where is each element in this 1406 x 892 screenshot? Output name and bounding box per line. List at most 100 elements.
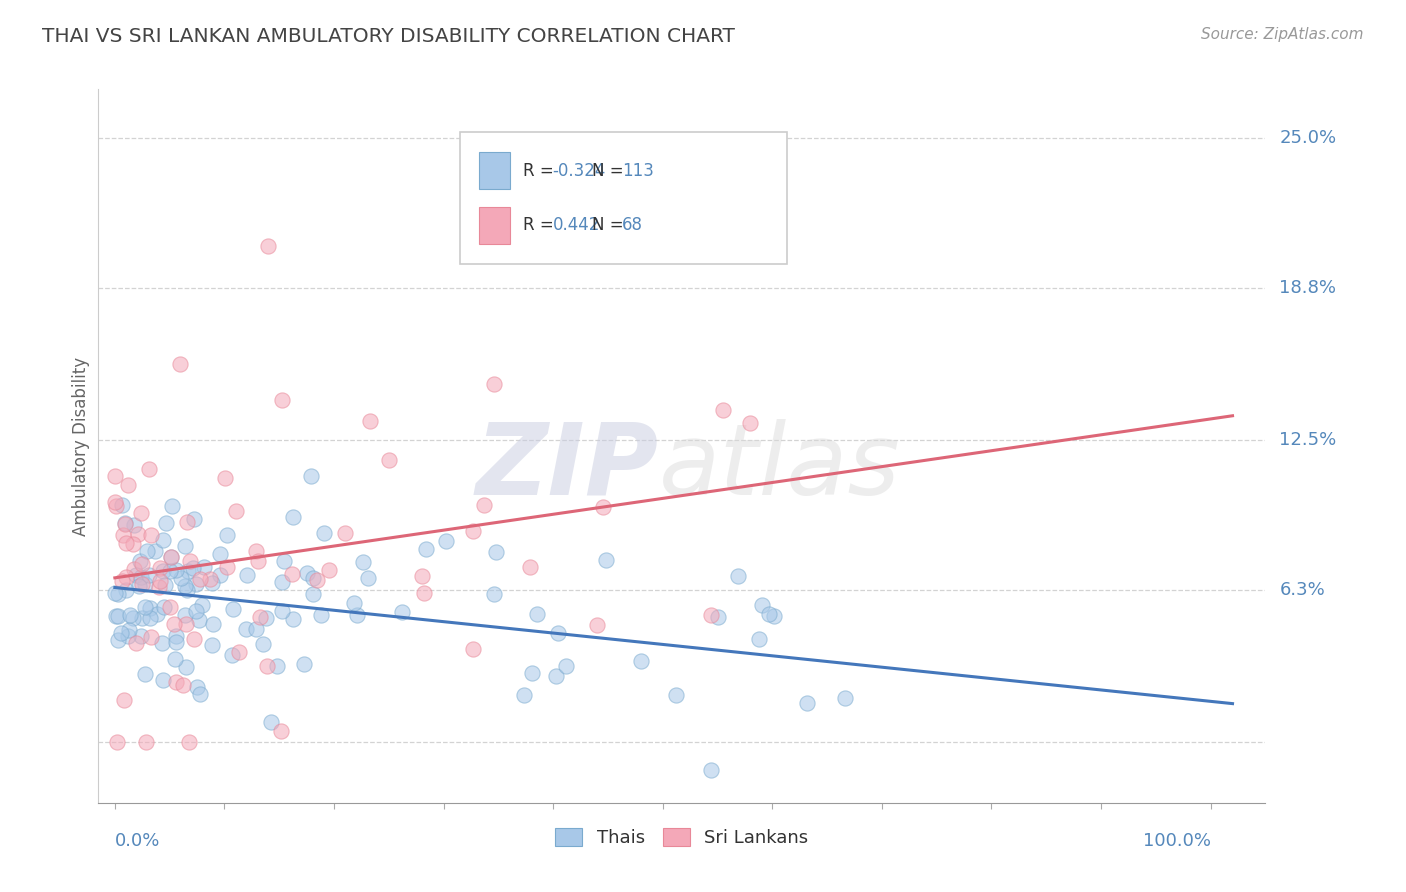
Point xyxy=(111,574,134,588)
Point xyxy=(104,609,127,624)
Point xyxy=(307,574,329,588)
Point xyxy=(707,610,730,624)
Point xyxy=(630,654,652,668)
Point xyxy=(318,563,340,577)
Point xyxy=(215,528,238,542)
Point xyxy=(222,602,245,616)
Point xyxy=(143,543,166,558)
Text: Source: ZipAtlas.com: Source: ZipAtlas.com xyxy=(1201,27,1364,42)
Y-axis label: Ambulatory Disability: Ambulatory Disability xyxy=(72,357,90,535)
Point xyxy=(280,566,302,581)
Point xyxy=(165,675,187,690)
Point xyxy=(235,622,257,636)
Point xyxy=(104,495,127,509)
Point xyxy=(174,607,197,622)
Point xyxy=(149,574,172,589)
Point xyxy=(586,618,609,632)
Point xyxy=(758,607,780,622)
Point xyxy=(160,549,183,564)
Point xyxy=(357,571,380,585)
Text: 68: 68 xyxy=(621,217,643,235)
FancyBboxPatch shape xyxy=(460,132,787,264)
Point xyxy=(153,577,176,591)
Point xyxy=(415,541,437,556)
Point xyxy=(526,607,548,621)
Point xyxy=(118,607,141,622)
Point xyxy=(711,403,734,417)
Point xyxy=(165,635,187,649)
Point xyxy=(183,632,205,647)
Point xyxy=(174,617,197,632)
Point xyxy=(172,678,194,692)
Point xyxy=(252,636,274,650)
Point xyxy=(352,555,374,569)
Point xyxy=(271,604,294,618)
Text: 25.0%: 25.0% xyxy=(1279,128,1337,146)
Point xyxy=(236,567,259,582)
Point xyxy=(411,569,433,583)
Point xyxy=(115,570,138,584)
Point xyxy=(114,516,136,531)
Point xyxy=(461,642,484,657)
Point xyxy=(461,524,484,539)
Point xyxy=(125,567,148,582)
Point xyxy=(314,525,336,540)
Point xyxy=(112,693,135,707)
Point xyxy=(139,611,162,625)
Point xyxy=(115,535,138,549)
Point xyxy=(485,545,508,559)
Point xyxy=(163,616,186,631)
Point xyxy=(413,586,436,600)
Point xyxy=(201,576,224,591)
Point xyxy=(201,616,224,631)
Point xyxy=(174,659,197,673)
Point xyxy=(245,544,267,558)
Point xyxy=(160,499,183,513)
Point xyxy=(209,548,232,562)
Point xyxy=(228,644,250,658)
Point xyxy=(174,579,197,593)
Point xyxy=(187,613,209,627)
Point xyxy=(153,599,176,614)
Point xyxy=(271,575,294,590)
Point xyxy=(292,657,315,672)
Point xyxy=(134,599,156,614)
Point xyxy=(188,572,211,586)
Text: R =: R = xyxy=(523,161,558,179)
Point xyxy=(159,550,181,565)
Point xyxy=(215,559,238,574)
Point xyxy=(104,586,127,600)
Point xyxy=(122,537,145,551)
Point xyxy=(112,528,135,542)
Point xyxy=(117,623,139,637)
Text: 100.0%: 100.0% xyxy=(1143,832,1211,850)
Point xyxy=(174,539,197,553)
Point xyxy=(176,515,198,529)
Point xyxy=(163,652,186,666)
Point xyxy=(129,629,152,643)
Point xyxy=(150,636,173,650)
Point xyxy=(124,636,146,650)
Point xyxy=(152,673,174,688)
Point xyxy=(117,629,139,643)
Point xyxy=(201,638,224,652)
Point xyxy=(796,696,818,710)
Point xyxy=(179,553,201,567)
Legend: Thais, Sri Lankans: Thais, Sri Lankans xyxy=(548,822,815,855)
Point xyxy=(184,604,207,618)
Point xyxy=(249,610,271,624)
Point xyxy=(346,608,368,623)
Point xyxy=(186,680,208,694)
Point xyxy=(155,516,177,531)
Point xyxy=(122,518,145,533)
Text: 0.442: 0.442 xyxy=(553,217,600,235)
Point xyxy=(378,453,401,467)
Point xyxy=(111,498,134,512)
Point xyxy=(138,462,160,476)
Text: N =: N = xyxy=(592,217,628,235)
Point xyxy=(148,580,170,594)
Point xyxy=(200,573,222,587)
Point xyxy=(193,560,215,574)
Text: 6.3%: 6.3% xyxy=(1279,581,1324,599)
Point xyxy=(179,735,201,749)
